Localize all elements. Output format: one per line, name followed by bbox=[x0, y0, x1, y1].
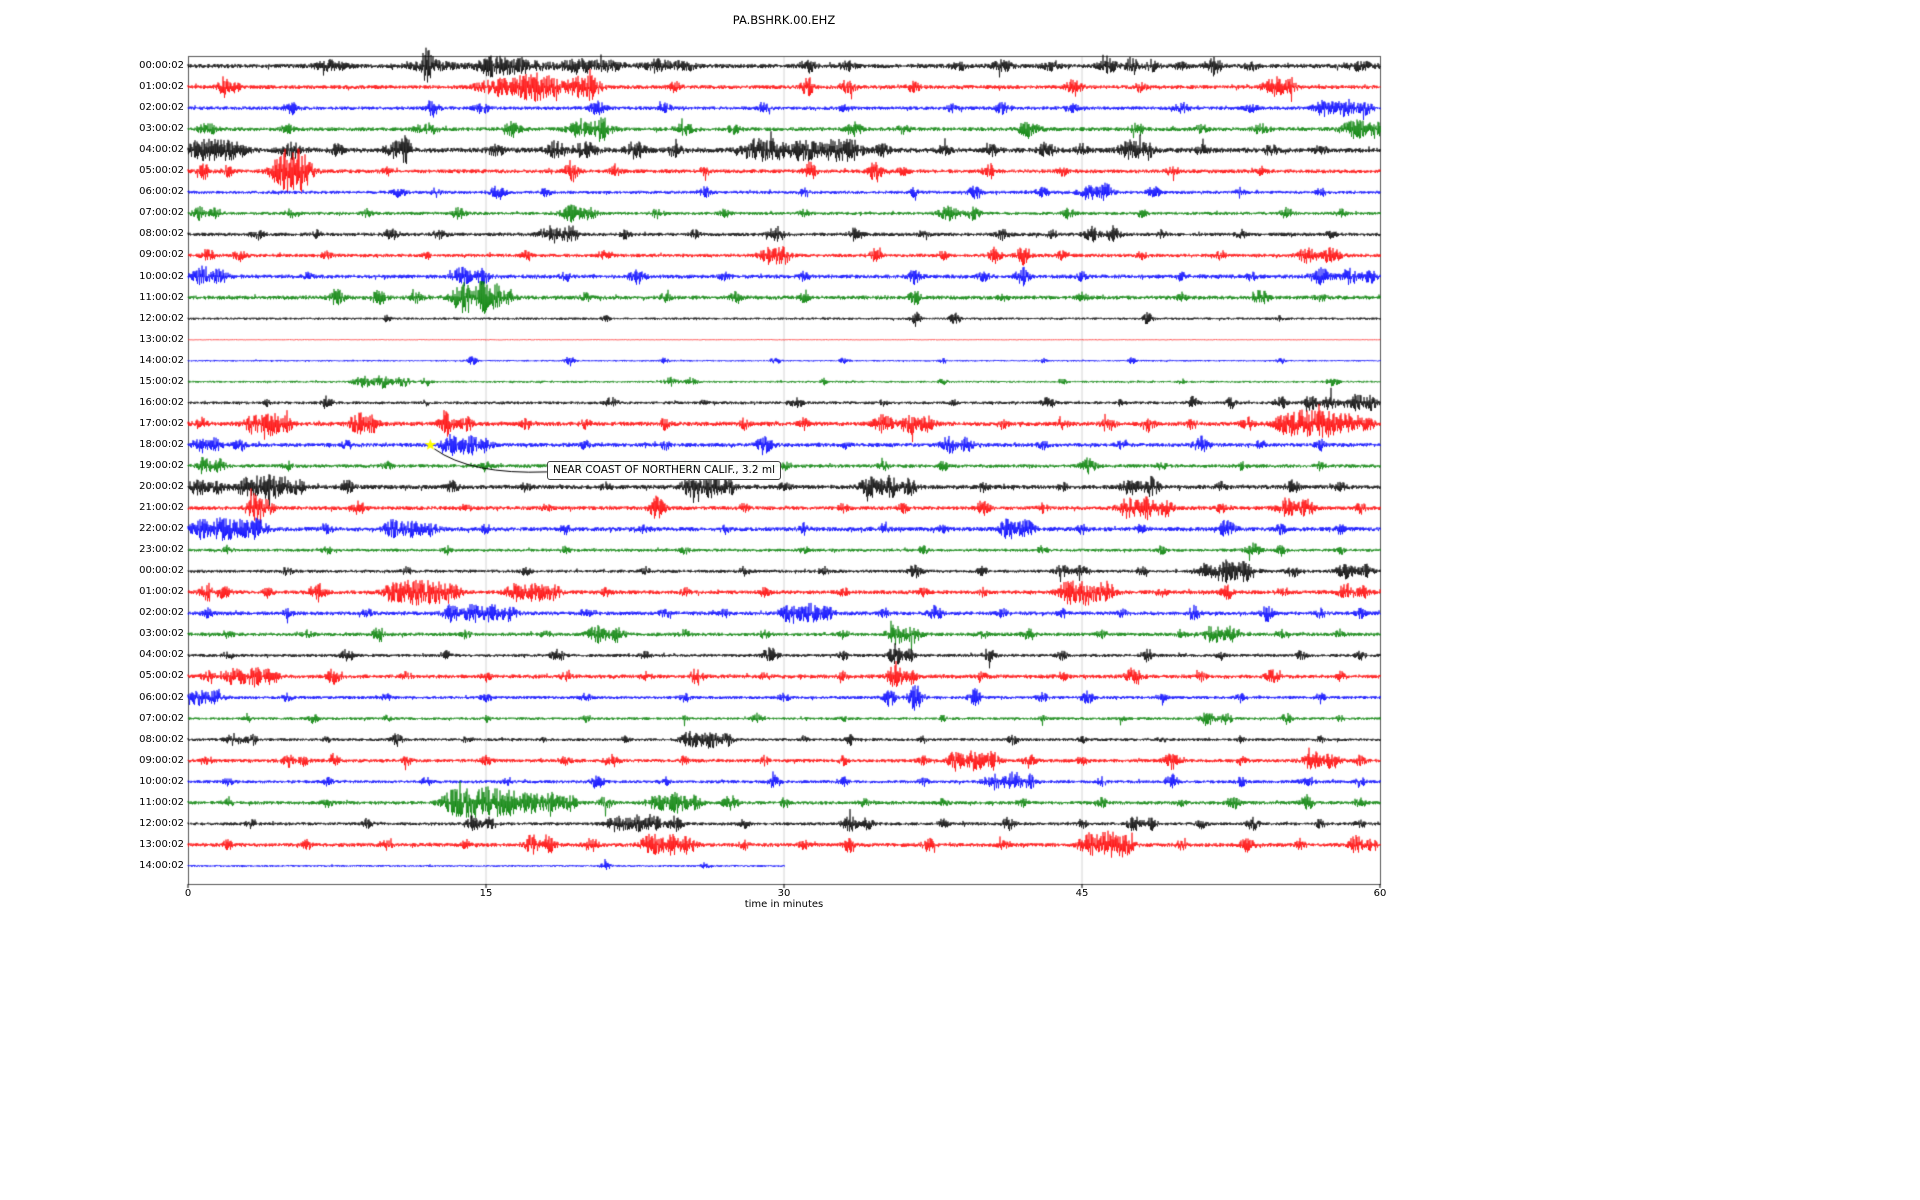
row-time-label: 12:00:02 bbox=[139, 312, 184, 324]
event-annotation-text: NEAR COAST OF NORTHERN CALIF., 3.2 ml bbox=[553, 464, 776, 476]
row-time-label: 09:00:02 bbox=[139, 754, 184, 766]
x-tick-label: 60 bbox=[1373, 888, 1387, 899]
x-tick-label: 0 bbox=[184, 888, 192, 899]
row-time-label: 21:00:02 bbox=[139, 502, 184, 514]
row-time-label: 17:00:02 bbox=[139, 417, 184, 429]
x-axis-label: time in minutes bbox=[744, 899, 824, 910]
row-time-label: 14:00:02 bbox=[139, 859, 184, 871]
row-time-label: 23:00:02 bbox=[139, 544, 184, 556]
row-time-label: 16:00:02 bbox=[139, 396, 184, 408]
row-time-label: 10:00:02 bbox=[139, 775, 184, 787]
row-time-label: 19:00:02 bbox=[139, 459, 184, 471]
row-time-label: 15:00:02 bbox=[139, 375, 184, 387]
row-time-label: 13:00:02 bbox=[139, 333, 184, 345]
row-time-label: 08:00:02 bbox=[139, 733, 184, 745]
x-tick-label: 30 bbox=[777, 888, 791, 899]
row-time-label: 01:00:02 bbox=[139, 586, 184, 598]
row-time-label: 03:00:02 bbox=[139, 123, 184, 135]
row-time-label: 04:00:02 bbox=[139, 144, 184, 156]
row-time-label: 01:00:02 bbox=[139, 81, 184, 93]
row-time-label: 07:00:02 bbox=[139, 712, 184, 724]
row-time-label: 02:00:02 bbox=[139, 102, 184, 114]
row-time-label: 22:00:02 bbox=[139, 523, 184, 535]
row-time-label: 08:00:02 bbox=[139, 228, 184, 240]
row-time-label: 06:00:02 bbox=[139, 186, 184, 198]
plot-title: PA.BSHRK.00.EHZ bbox=[732, 13, 836, 27]
row-time-label: 20:00:02 bbox=[139, 481, 184, 492]
row-time-label: 12:00:02 bbox=[139, 817, 184, 829]
row-time-label: 05:00:02 bbox=[139, 670, 184, 682]
row-time-label: 02:00:02 bbox=[139, 607, 184, 619]
row-time-label: 00:00:02 bbox=[139, 565, 184, 577]
x-tick-label: 15 bbox=[479, 888, 493, 899]
event-annotation: NEAR COAST OF NORTHERN CALIF., 3.2 ml bbox=[547, 461, 782, 480]
x-tick-label: 45 bbox=[1075, 888, 1089, 899]
row-time-label: 13:00:02 bbox=[139, 838, 184, 850]
row-time-label: 10:00:02 bbox=[139, 270, 184, 282]
row-time-label: 04:00:02 bbox=[139, 649, 184, 661]
row-time-label: 07:00:02 bbox=[139, 207, 184, 219]
row-time-label: 00:00:02 bbox=[139, 60, 184, 71]
row-time-label: 03:00:02 bbox=[139, 628, 184, 640]
row-time-label: 09:00:02 bbox=[139, 249, 184, 261]
row-time-label: 18:00:02 bbox=[139, 438, 184, 450]
row-time-label: 11:00:02 bbox=[139, 796, 184, 808]
row-time-label: 11:00:02 bbox=[139, 291, 184, 303]
row-time-label: 05:00:02 bbox=[139, 165, 184, 177]
row-time-label: 14:00:02 bbox=[139, 354, 184, 366]
row-time-label: 06:00:02 bbox=[139, 691, 184, 703]
